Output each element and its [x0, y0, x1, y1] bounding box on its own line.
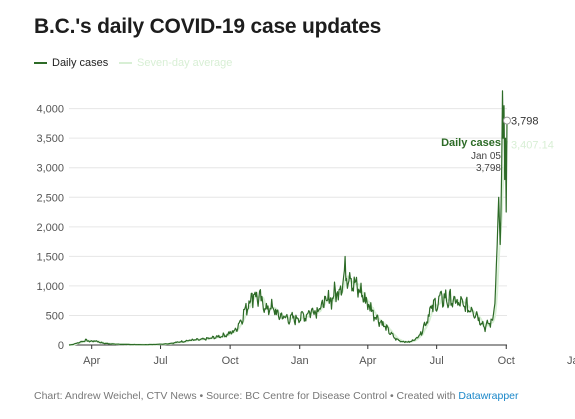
last-value-label: 3,798 — [511, 116, 539, 128]
legend-label-daily: Daily cases — [52, 57, 109, 69]
legend-label-average: Seven-day average — [137, 57, 233, 69]
x-tick-label: Jan — [567, 355, 575, 367]
tooltip-title: Daily cases — [441, 137, 501, 149]
y-tick-label: 1,500 — [36, 251, 64, 263]
y-tick-label: 0 — [58, 340, 64, 352]
legend-item-daily[interactable]: Daily cases — [34, 57, 108, 69]
series-line-average — [68, 140, 508, 346]
footer-credits: Chart: Andrew Weichel, CTV News • Source… — [34, 390, 519, 402]
datawrapper-link[interactable]: Datawrapper — [458, 390, 519, 402]
y-tick-label: 2,000 — [36, 222, 64, 234]
x-tick-label: Jul — [154, 355, 168, 367]
legend-swatch-daily — [34, 62, 47, 64]
series-line-daily — [68, 90, 508, 346]
legend-swatch-average — [119, 62, 132, 64]
x-tick-label: Apr — [83, 355, 100, 367]
y-tick-label: 2,500 — [36, 192, 64, 204]
chart-title: B.C.'s daily COVID-19 case updates — [34, 15, 382, 38]
footer-text: Chart: Andrew Weichel, CTV News • Source… — [34, 390, 459, 402]
average-last-value-label: 3,407.14 — [511, 140, 554, 152]
y-tick-label: 500 — [46, 310, 64, 322]
x-tick-label: Oct — [222, 355, 239, 367]
tooltip-value: 3,798 — [476, 163, 501, 174]
y-tick-label: 3,000 — [36, 163, 64, 175]
y-tick-label: 1,000 — [36, 281, 64, 293]
x-tick-label: Apr — [359, 355, 376, 367]
x-tick-label: Jul — [430, 355, 444, 367]
x-tick-label: Oct — [498, 355, 515, 367]
y-tick-label: 3,500 — [36, 133, 64, 145]
last-point-marker — [503, 116, 511, 125]
x-tick-label: Jan — [291, 355, 309, 367]
legend-item-average[interactable]: Seven-day average — [119, 57, 232, 69]
y-tick-label: 4,000 — [36, 104, 64, 116]
tooltip-date: Jan 05 — [471, 151, 501, 162]
